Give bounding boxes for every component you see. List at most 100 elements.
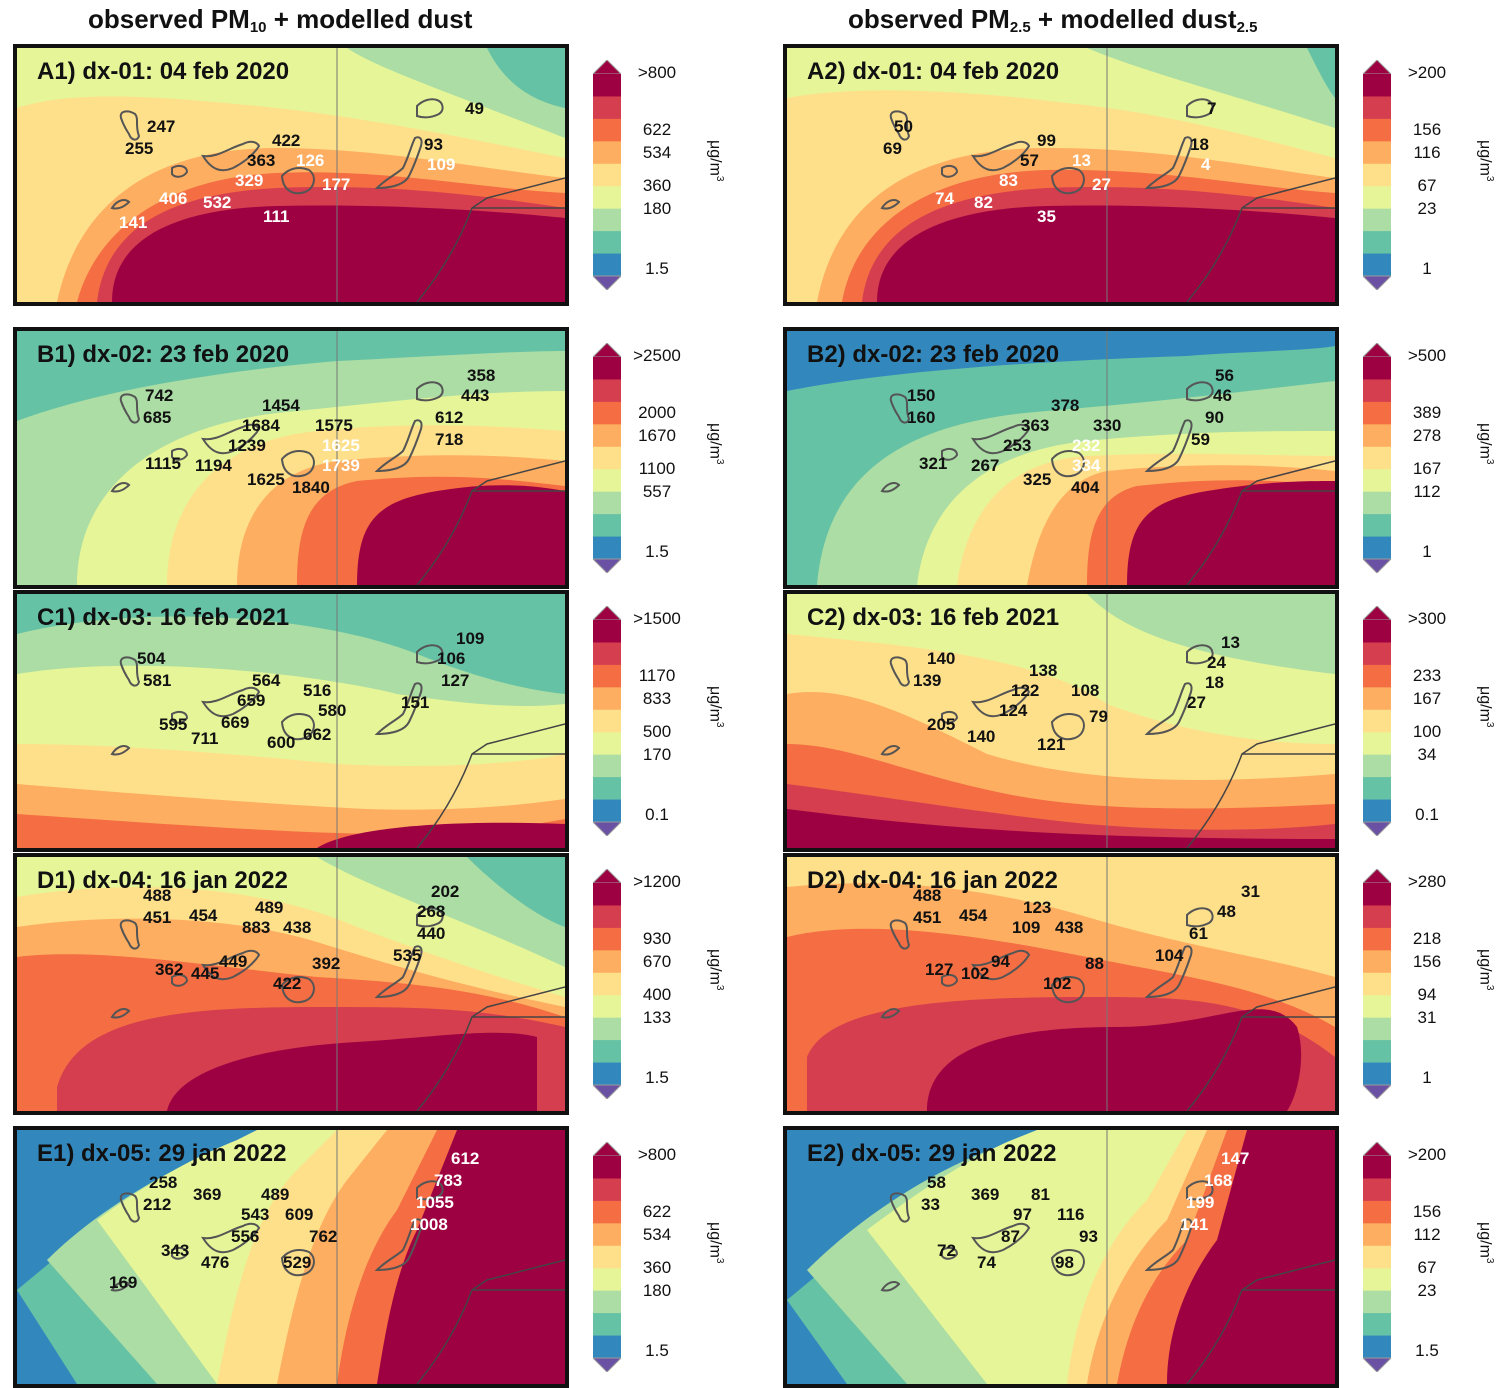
colorbar-segment xyxy=(593,1245,621,1269)
station-value-label: 126 xyxy=(296,151,325,170)
colorbar-tick-label: >200 xyxy=(1407,63,1447,82)
colorbar-tick-label: 1.5 xyxy=(645,259,669,278)
colorbar-tick-label: 180 xyxy=(642,198,672,218)
colorbar-segment xyxy=(593,927,621,951)
africa-coastline xyxy=(416,723,565,848)
dust-concentration-map xyxy=(17,1130,565,1384)
island-outline-0 xyxy=(889,656,911,687)
station-value-label: 202 xyxy=(431,882,460,901)
island-outline-0 xyxy=(119,393,141,424)
station-value-label: 612 xyxy=(451,1149,480,1168)
station-value-label: 1115 xyxy=(145,454,181,473)
station-value-label: 253 xyxy=(1003,436,1032,455)
island-outline-1 xyxy=(941,1246,959,1260)
colorbar-tick-label: 360 xyxy=(642,176,672,196)
island-outline-2 xyxy=(880,482,901,493)
colorbar-segment xyxy=(593,972,621,996)
colorbar-segment xyxy=(1363,799,1391,823)
island-outline-0 xyxy=(119,1192,141,1223)
colorbar-segment xyxy=(593,118,621,142)
colorbar-tick-label: 278 xyxy=(1412,425,1442,445)
station-value-label: 443 xyxy=(461,386,490,405)
colorbar-segment xyxy=(1363,379,1391,403)
island-outline-5 xyxy=(416,381,444,402)
island-outline-6 xyxy=(1144,419,1193,473)
station-value-label: 104 xyxy=(1155,946,1184,965)
colorbar-tick-label: 112 xyxy=(1413,1224,1441,1244)
island-outline-1 xyxy=(171,1246,189,1260)
map-panel-a1: A1) dx-01: 04 feb 2020 247 255 422 363 126 329… xyxy=(13,44,569,306)
colorbar-tick-label: 833 xyxy=(642,688,672,708)
dust-concentration-map xyxy=(787,331,1335,585)
station-value-label: 451 xyxy=(913,908,942,927)
island-outline-5 xyxy=(416,98,444,119)
station-value-label: 1840 xyxy=(292,478,330,497)
station-value-label: 111 xyxy=(263,207,290,226)
station-value-label: 102 xyxy=(1043,974,1072,993)
contour-band-7 xyxy=(377,1130,565,1384)
colorbar-tick-label: 112 xyxy=(1413,481,1441,501)
contour-band-7 xyxy=(317,822,565,848)
colorbar-tick-label: 233 xyxy=(1412,666,1442,686)
station-value-label: 56 xyxy=(1215,366,1234,385)
island-outline-2 xyxy=(110,745,131,756)
colorbar-segment xyxy=(1363,1200,1391,1224)
colorbar-segment xyxy=(1363,687,1391,711)
station-value-label: 13 xyxy=(1221,633,1240,652)
station-value-label: 1055 xyxy=(416,1193,454,1212)
station-value-label: 160 xyxy=(907,408,936,427)
station-value-label: 138 xyxy=(1029,661,1058,680)
station-value-label: 102 xyxy=(961,964,990,983)
station-value-label: 742 xyxy=(145,386,174,405)
station-value-label: 564 xyxy=(252,671,281,690)
station-value-label: 212 xyxy=(143,1195,172,1214)
station-value-label: 81 xyxy=(1031,1185,1050,1204)
colorbar-unit-label: μg/m3 xyxy=(706,949,725,990)
station-value-label: 13 xyxy=(1072,151,1091,170)
station-value-label: 18 xyxy=(1205,673,1224,692)
colorbar-tick-label: 156 xyxy=(1412,951,1442,971)
island-outline-2 xyxy=(110,1008,131,1019)
colorbar-unit-label: μg/m3 xyxy=(1476,686,1495,727)
island-outline-6 xyxy=(1144,136,1193,190)
contour-band-7 xyxy=(357,485,565,585)
station-value-label: 87 xyxy=(1001,1227,1020,1246)
island-outline-4 xyxy=(280,167,315,195)
colorbar-min-arrow xyxy=(1363,1084,1391,1099)
station-value-label: 79 xyxy=(1089,707,1108,726)
colorbar-tick-label: 1.5 xyxy=(645,1068,669,1087)
colorbar-segment xyxy=(1363,536,1391,560)
island-outline-1 xyxy=(941,710,959,724)
colorbar-tick-label: 1 xyxy=(1422,259,1432,278)
colorbar-tick-label: 930 xyxy=(642,929,672,949)
colorbar-scale xyxy=(1363,1142,1391,1372)
colorbar-tick-label: 218 xyxy=(1412,929,1442,949)
station-value-label: 454 xyxy=(959,906,988,925)
station-value-label: 205 xyxy=(927,715,956,734)
colorbar-tick-label: 1.5 xyxy=(1415,1341,1439,1360)
map-panel-c1: C1) dx-03: 16 feb 2021 504 581 564 659 516 580… xyxy=(13,590,569,852)
colorbar-tick-label: >200 xyxy=(1407,1145,1447,1164)
colorbar-segment xyxy=(1363,927,1391,951)
dust-concentration-map xyxy=(787,594,1335,848)
colorbar-segment xyxy=(1363,1223,1391,1247)
colorbar-unit-label: μg/m3 xyxy=(1476,140,1495,181)
colorbar-segment xyxy=(593,883,621,906)
station-value-label: 69 xyxy=(883,139,902,158)
station-value-label: 247 xyxy=(147,117,176,136)
panel-title: E2) dx-05: 29 jan 2022 xyxy=(807,1140,1057,1167)
island-outline-3 xyxy=(971,949,1031,981)
station-value-label: 116 xyxy=(1057,1205,1085,1224)
column-title-right: observed PM2.5 + modelled dust2.5 xyxy=(848,4,1258,36)
station-value-label: 600 xyxy=(267,733,296,752)
colorbar-tick-label: 1 xyxy=(1422,1068,1432,1087)
station-value-label: 543 xyxy=(241,1205,270,1224)
island-outline-2 xyxy=(110,1281,131,1292)
station-value-label: 151 xyxy=(401,693,430,712)
station-value-label: 48 xyxy=(1217,902,1236,921)
station-value-label: 489 xyxy=(255,898,284,917)
colorbar-c1 xyxy=(593,606,621,836)
station-value-label: 438 xyxy=(1055,918,1084,937)
station-value-label: 718 xyxy=(435,430,464,449)
island-outline-5 xyxy=(1186,644,1214,665)
